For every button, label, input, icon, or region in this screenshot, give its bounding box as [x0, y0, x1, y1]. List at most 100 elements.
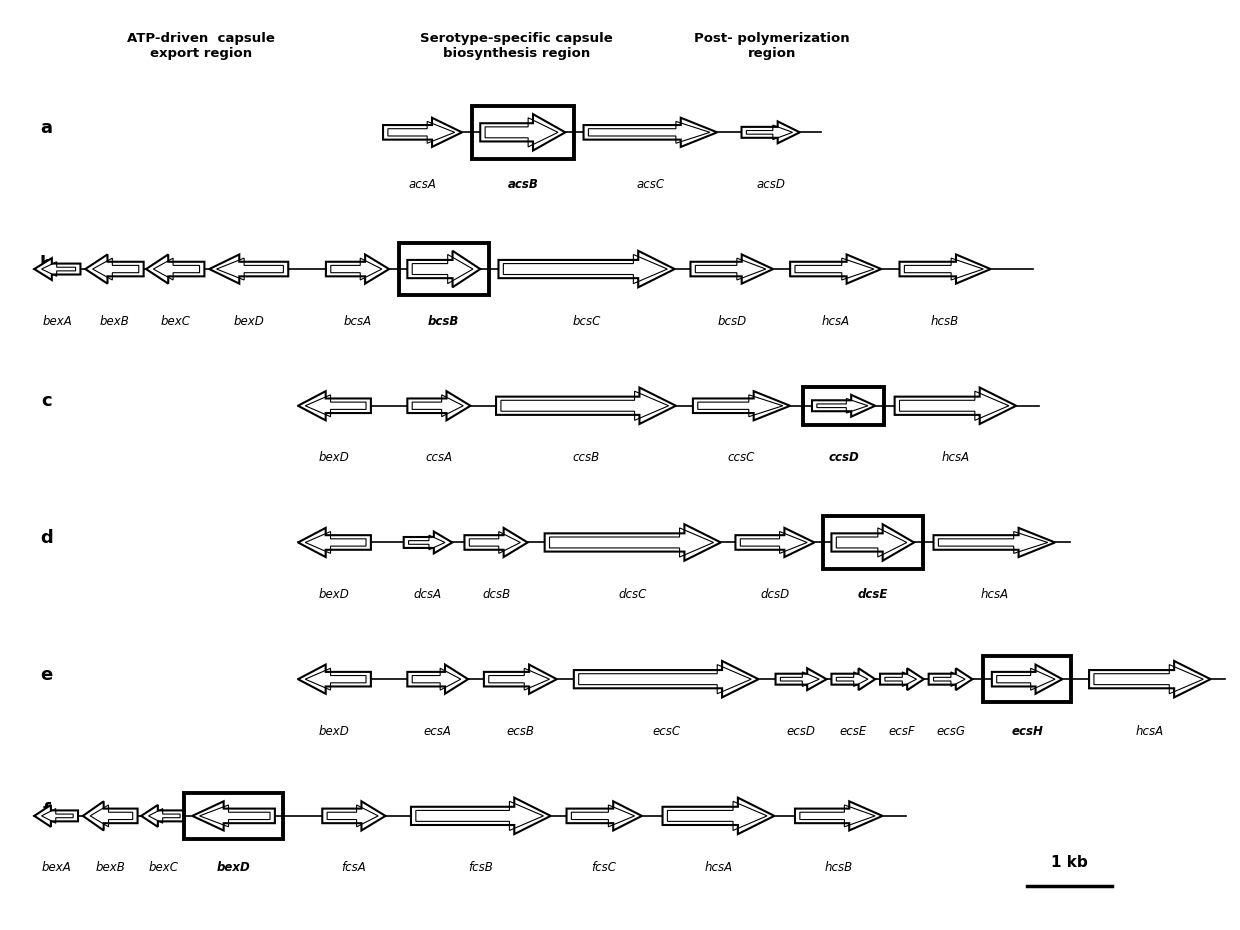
Text: bcsC: bcsC	[573, 314, 600, 327]
Text: bexD: bexD	[319, 724, 350, 737]
Polygon shape	[899, 255, 991, 284]
Polygon shape	[691, 255, 773, 284]
Text: bcsD: bcsD	[717, 314, 746, 327]
Text: fcsB: fcsB	[469, 861, 494, 874]
Text: hcsA: hcsA	[980, 588, 1008, 601]
Polygon shape	[322, 802, 386, 830]
Polygon shape	[141, 805, 185, 827]
Polygon shape	[735, 528, 815, 557]
Text: bexA: bexA	[41, 861, 71, 874]
Text: acsC: acsC	[636, 178, 665, 191]
Polygon shape	[407, 251, 480, 287]
Bar	[823, 516, 923, 569]
Text: hcsA: hcsA	[822, 314, 849, 327]
Text: e: e	[41, 666, 52, 684]
Text: ecsH: ecsH	[1011, 724, 1043, 737]
Polygon shape	[498, 251, 675, 287]
Polygon shape	[832, 525, 914, 561]
Text: bexC: bexC	[160, 314, 190, 327]
Bar	[804, 387, 884, 425]
Polygon shape	[298, 528, 371, 557]
Text: bexC: bexC	[148, 861, 179, 874]
Text: acsA: acsA	[409, 178, 436, 191]
Polygon shape	[812, 395, 875, 417]
Bar	[399, 243, 489, 296]
Text: ccsA: ccsA	[425, 451, 453, 464]
Text: ATP-driven  capsule
export region: ATP-driven capsule export region	[126, 33, 275, 60]
Text: bexB: bexB	[95, 861, 125, 874]
Polygon shape	[790, 255, 882, 284]
Text: Post- polymerization
region: Post- polymerization region	[694, 33, 849, 60]
Polygon shape	[326, 255, 389, 284]
Bar	[184, 793, 284, 839]
Polygon shape	[742, 122, 800, 143]
Polygon shape	[465, 528, 528, 557]
Text: bexD: bexD	[319, 588, 350, 601]
Polygon shape	[480, 114, 565, 151]
Text: bexD: bexD	[217, 861, 250, 874]
Polygon shape	[1089, 661, 1210, 698]
Text: f: f	[42, 803, 51, 820]
Polygon shape	[210, 255, 288, 284]
Text: ecsE: ecsE	[839, 724, 867, 737]
Text: acsD: acsD	[756, 178, 785, 191]
Text: ecsC: ecsC	[652, 724, 681, 737]
Text: ecsB: ecsB	[506, 724, 534, 737]
Polygon shape	[574, 661, 759, 698]
Polygon shape	[584, 118, 717, 147]
Polygon shape	[484, 665, 557, 694]
Text: ecsA: ecsA	[424, 724, 451, 737]
Polygon shape	[662, 798, 774, 834]
Text: bcsA: bcsA	[343, 314, 372, 327]
Text: ecsD: ecsD	[786, 724, 816, 737]
Text: ecsG: ecsG	[936, 724, 965, 737]
Text: c: c	[41, 392, 52, 410]
Text: dcsE: dcsE	[858, 588, 888, 601]
Polygon shape	[404, 532, 453, 553]
Polygon shape	[35, 805, 78, 827]
Polygon shape	[894, 388, 1016, 424]
Polygon shape	[410, 798, 551, 834]
Polygon shape	[298, 665, 371, 694]
Text: hcsB: hcsB	[825, 861, 853, 874]
Polygon shape	[934, 528, 1055, 557]
Polygon shape	[383, 118, 463, 147]
Polygon shape	[192, 802, 275, 830]
Polygon shape	[567, 802, 642, 830]
Text: bcsB: bcsB	[428, 314, 460, 327]
Polygon shape	[775, 669, 827, 690]
Text: fcsA: fcsA	[341, 861, 366, 874]
Text: dcsA: dcsA	[414, 588, 443, 601]
Text: bexD: bexD	[319, 451, 350, 464]
Text: a: a	[41, 119, 52, 137]
Text: 1 kb: 1 kb	[1052, 855, 1087, 870]
Polygon shape	[407, 665, 467, 694]
Polygon shape	[795, 802, 883, 830]
Polygon shape	[544, 525, 720, 561]
Text: b: b	[40, 256, 53, 273]
Polygon shape	[832, 669, 875, 690]
Text: dcsB: dcsB	[482, 588, 510, 601]
Polygon shape	[929, 669, 972, 690]
Text: hcsA: hcsA	[704, 861, 733, 874]
Polygon shape	[880, 669, 924, 690]
Text: ccsC: ccsC	[728, 451, 755, 464]
Polygon shape	[83, 802, 138, 830]
Polygon shape	[496, 388, 676, 424]
Bar	[983, 657, 1071, 702]
Text: dcsC: dcsC	[619, 588, 647, 601]
Text: acsB: acsB	[507, 178, 538, 191]
Polygon shape	[298, 392, 371, 420]
Text: d: d	[40, 529, 53, 547]
Text: hcsA: hcsA	[1136, 724, 1164, 737]
Text: bexB: bexB	[99, 314, 129, 327]
Text: hcsA: hcsA	[941, 451, 970, 464]
Polygon shape	[693, 392, 790, 420]
Polygon shape	[992, 665, 1063, 694]
Text: hcsB: hcsB	[931, 314, 959, 327]
Polygon shape	[146, 255, 205, 284]
Polygon shape	[407, 392, 470, 420]
Polygon shape	[86, 255, 144, 284]
Bar	[471, 106, 574, 159]
Text: bexD: bexD	[233, 314, 264, 327]
